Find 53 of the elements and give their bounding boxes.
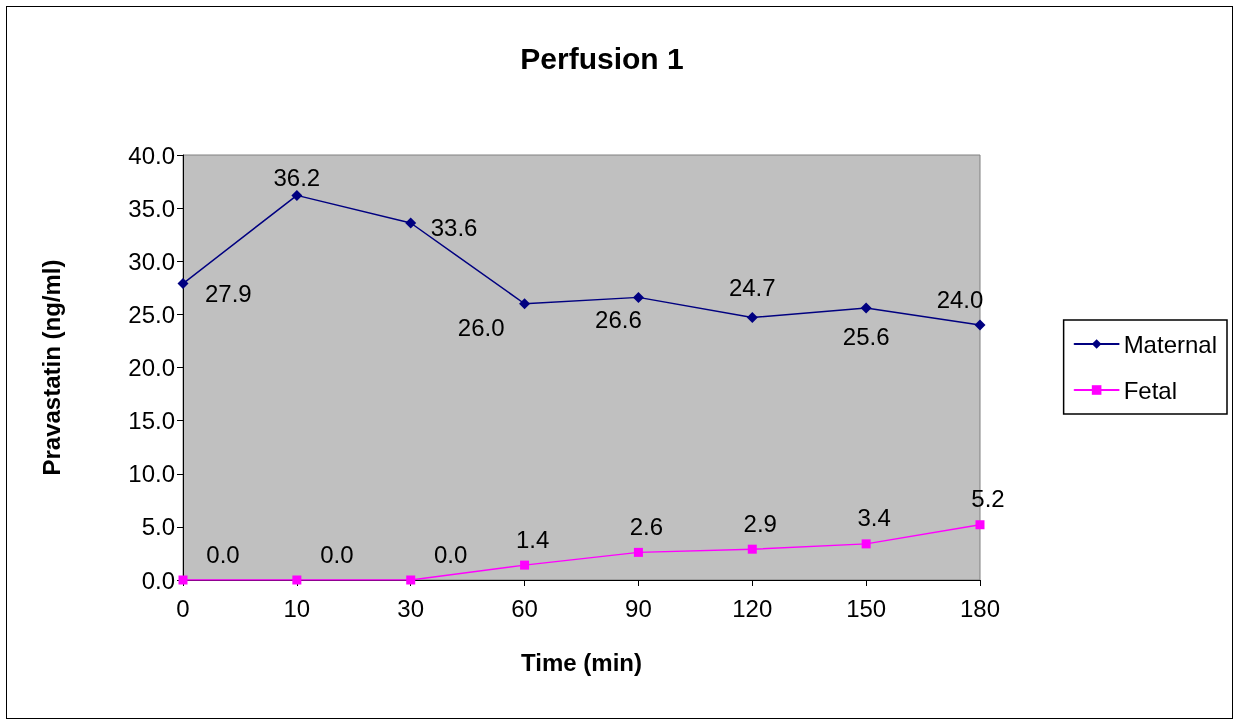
x-tick-label: 0 — [176, 594, 190, 622]
point — [291, 189, 303, 201]
x-tick-label: 10 — [283, 594, 311, 622]
data-label: 36.2 — [273, 163, 321, 191]
point — [406, 575, 416, 585]
y-tick-label: 25.0 — [128, 300, 175, 328]
x-tick-label: 60 — [511, 594, 538, 622]
data-label: 24.0 — [936, 285, 984, 313]
data-label: 25.6 — [842, 322, 890, 350]
x-tick-label: 150 — [846, 594, 887, 622]
y-tick-label: 30.0 — [128, 247, 175, 275]
point — [747, 544, 757, 554]
data-label: 2.6 — [629, 512, 664, 540]
data-label: 0.0 — [320, 540, 354, 568]
legend-label: Fetal — [1123, 376, 1177, 404]
point — [292, 575, 302, 585]
y-tick-label: 40.0 — [128, 141, 175, 169]
data-label: 2.9 — [743, 509, 777, 537]
y-tick-label: 0.0 — [141, 566, 175, 594]
data-label: 26.6 — [595, 305, 642, 333]
data-label: 5.2 — [971, 485, 1005, 513]
x-axis-title: Time (min) — [521, 648, 642, 676]
data-label: 1.4 — [515, 525, 550, 553]
data-label: 0.0 — [206, 540, 240, 568]
chart-title: Perfusion 1 — [520, 41, 684, 75]
y-tick-label: 10.0 — [128, 460, 175, 488]
data-label: 27.9 — [205, 280, 252, 308]
point — [974, 319, 986, 331]
x-tick-label: 30 — [397, 594, 425, 622]
y-tick-label: 15.0 — [128, 407, 175, 435]
point — [405, 217, 417, 229]
data-label: 3.4 — [857, 504, 891, 532]
data-label: 33.6 — [430, 213, 478, 241]
y-tick-label: 5.0 — [141, 513, 175, 541]
point — [177, 278, 189, 290]
data-label: 24.7 — [728, 274, 776, 302]
y-tick-label: 35.0 — [128, 194, 175, 222]
x-tick-label: 90 — [625, 594, 652, 622]
legend-label: Maternal — [1123, 330, 1217, 358]
x-tick-label: 120 — [732, 594, 773, 622]
data-label: 26.0 — [457, 314, 505, 342]
point — [519, 298, 531, 310]
point — [632, 291, 644, 303]
point — [861, 539, 871, 549]
point — [746, 312, 758, 324]
point — [860, 302, 872, 314]
x-tick-label: 180 — [959, 594, 1001, 622]
y-axis-title: Pravastatin (ng/ml) — [37, 259, 65, 476]
data-label: 0.0 — [434, 540, 468, 568]
point — [975, 520, 985, 530]
point — [520, 560, 530, 570]
point — [633, 547, 643, 557]
y-tick-label: 20.0 — [128, 354, 175, 381]
